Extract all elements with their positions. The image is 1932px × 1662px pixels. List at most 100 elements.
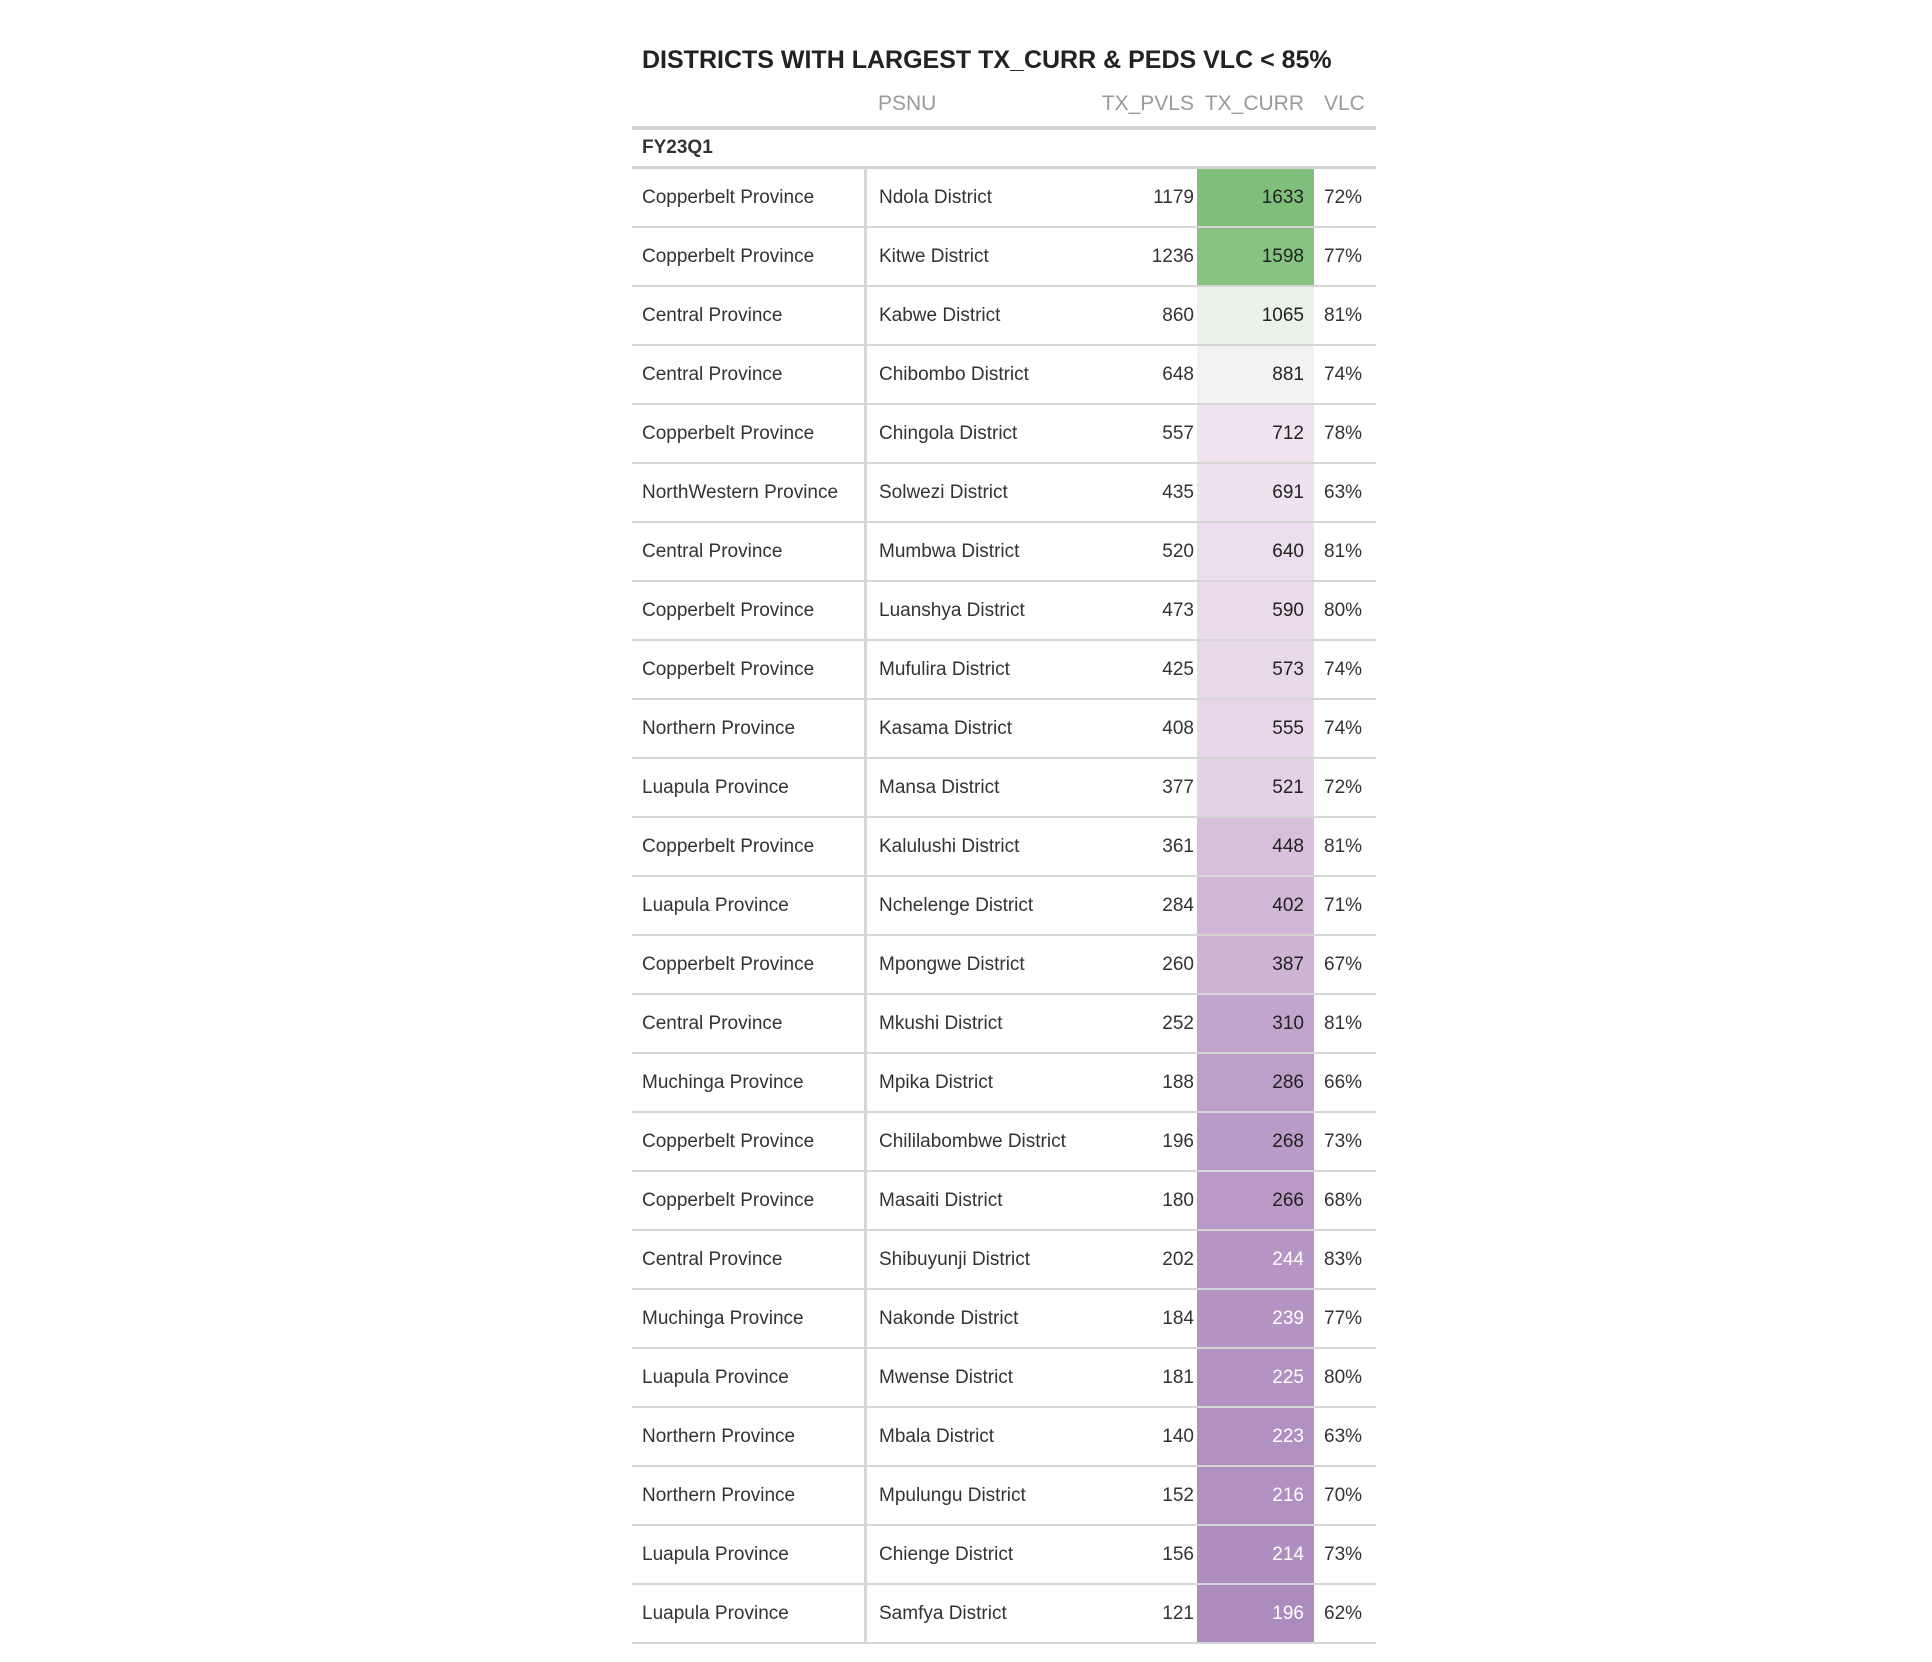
tx-curr-cell: 196 xyxy=(1197,1585,1314,1642)
psnu-cell: Mbala District xyxy=(864,1408,1084,1465)
group-label: FY23Q1 xyxy=(632,130,1376,169)
tx-curr-cell: 1065 xyxy=(1197,287,1314,344)
vlc-cell: 78% xyxy=(1324,423,1363,444)
vlc-cell: 80% xyxy=(1324,1367,1363,1388)
table-row: Copperbelt Province Masaiti District 180 26… xyxy=(632,1172,1376,1231)
tx-pvls-cell: 435 xyxy=(1162,482,1194,503)
province-cell: Northern Province xyxy=(642,718,796,739)
province-cell: Central Province xyxy=(642,364,783,385)
vlc-cell: 68% xyxy=(1324,1190,1363,1211)
province-cell: Muchinga Province xyxy=(642,1308,804,1329)
tx-pvls-cell: 648 xyxy=(1162,364,1194,385)
tx-pvls-cell: 156 xyxy=(1162,1544,1194,1565)
table-body: Copperbelt Province Ndola District 1179 163… xyxy=(632,169,1376,1644)
vlc-cell: 81% xyxy=(1324,305,1363,326)
table-header: PSNU TX_PVLS TX_CURR VLC xyxy=(632,84,1376,130)
vlc-cell: 63% xyxy=(1324,1426,1363,1447)
column-header-tx-curr: TX_CURR xyxy=(1204,92,1304,115)
table-row: Luapula Province Chienge District 156 214 73… xyxy=(632,1526,1376,1585)
vlc-cell: 81% xyxy=(1324,836,1363,857)
tx-pvls-cell: 152 xyxy=(1162,1485,1194,1506)
tx-curr-cell: 448 xyxy=(1197,818,1314,875)
tx-curr-cell: 640 xyxy=(1197,523,1314,580)
column-header-vlc: VLC xyxy=(1324,92,1365,115)
psnu-cell: Mkushi District xyxy=(864,995,1084,1052)
table-row: Copperbelt Province Luanshya District 473 5… xyxy=(632,582,1376,641)
tx-pvls-cell: 180 xyxy=(1162,1190,1194,1211)
psnu-cell: Samfya District xyxy=(864,1585,1084,1642)
tx-curr-cell: 214 xyxy=(1197,1526,1314,1583)
province-cell: Northern Province xyxy=(642,1485,796,1506)
vlc-cell: 71% xyxy=(1324,895,1363,916)
column-header-psnu: PSNU xyxy=(878,92,937,115)
psnu-cell: Kitwe District xyxy=(864,228,1084,285)
vlc-cell: 62% xyxy=(1324,1603,1363,1624)
table-row: Luapula Province Mansa District 377 521 72% xyxy=(632,759,1376,818)
province-cell: Copperbelt Province xyxy=(642,659,815,680)
tx-pvls-cell: 520 xyxy=(1162,541,1194,562)
tx-curr-cell: 521 xyxy=(1197,759,1314,816)
province-cell: Copperbelt Province xyxy=(642,246,815,267)
tx-pvls-cell: 184 xyxy=(1162,1308,1194,1329)
table-row: Central Province Shibuyunji District 202 24… xyxy=(632,1231,1376,1290)
table-row: Copperbelt Province Chingola District 557 7… xyxy=(632,405,1376,464)
table-row: Northern Province Kasama District 408 555 74… xyxy=(632,700,1376,759)
tx-curr-cell: 310 xyxy=(1197,995,1314,1052)
psnu-cell: Masaiti District xyxy=(864,1172,1084,1229)
vlc-cell: 81% xyxy=(1324,1013,1363,1034)
vlc-cell: 70% xyxy=(1324,1485,1363,1506)
tx-curr-cell: 573 xyxy=(1197,641,1314,698)
psnu-cell: Mufulira District xyxy=(864,641,1084,698)
tx-pvls-cell: 252 xyxy=(1162,1013,1194,1034)
table-row: Muchinga Province Nakonde District 184 239 7… xyxy=(632,1290,1376,1349)
vlc-cell: 83% xyxy=(1324,1249,1363,1270)
table-row: Copperbelt Province Ndola District 1179 163… xyxy=(632,169,1376,228)
province-cell: Northern Province xyxy=(642,1426,796,1447)
tx-pvls-cell: 425 xyxy=(1162,659,1194,680)
table-row: Northern Province Mbala District 140 223 63% xyxy=(632,1408,1376,1467)
province-cell: Luapula Province xyxy=(642,1367,789,1388)
tx-pvls-cell: 860 xyxy=(1162,305,1194,326)
province-cell: Luapula Province xyxy=(642,777,789,798)
table-row: Copperbelt Province Kalulushi District 361… xyxy=(632,818,1376,877)
tx-curr-cell: 402 xyxy=(1197,877,1314,934)
vlc-cell: 77% xyxy=(1324,246,1363,267)
table-row: Copperbelt Province Mpongwe District 260 38… xyxy=(632,936,1376,995)
province-cell: Copperbelt Province xyxy=(642,1190,815,1211)
vlc-cell: 67% xyxy=(1324,954,1363,975)
province-cell: Copperbelt Province xyxy=(642,423,815,444)
psnu-cell: Luanshya District xyxy=(864,582,1084,639)
province-cell: Central Province xyxy=(642,1249,783,1270)
table-row: Central Province Chibombo District 648 881 7… xyxy=(632,346,1376,405)
tx-curr-cell: 216 xyxy=(1197,1467,1314,1524)
tx-pvls-cell: 202 xyxy=(1162,1249,1194,1270)
province-cell: Copperbelt Province xyxy=(642,187,815,208)
psnu-cell: Mwense District xyxy=(864,1349,1084,1406)
province-cell: Muchinga Province xyxy=(642,1072,804,1093)
province-cell: Copperbelt Province xyxy=(642,836,815,857)
province-cell: NorthWestern Province xyxy=(642,482,839,503)
tx-pvls-cell: 1236 xyxy=(1151,246,1194,267)
tx-curr-cell: 881 xyxy=(1197,346,1314,403)
column-header-tx-pvls: TX_PVLS xyxy=(1101,92,1194,115)
psnu-cell: Chibombo District xyxy=(864,346,1084,403)
psnu-cell: Chienge District xyxy=(864,1526,1084,1583)
province-cell: Luapula Province xyxy=(642,895,789,916)
psnu-cell: Kalulushi District xyxy=(864,818,1084,875)
vlc-cell: 74% xyxy=(1324,659,1363,680)
districts-table: DISTRICTS WITH LARGEST TX_CURR & PEDS VL… xyxy=(632,42,1376,1644)
psnu-cell: Mpika District xyxy=(864,1054,1084,1111)
tx-pvls-cell: 196 xyxy=(1162,1131,1194,1152)
tx-curr-cell: 225 xyxy=(1197,1349,1314,1406)
table-row: Luapula Province Mwense District 181 225 80% xyxy=(632,1349,1376,1408)
tx-curr-cell: 223 xyxy=(1197,1408,1314,1465)
psnu-cell: Ndola District xyxy=(864,169,1084,226)
table-row: Central Province Kabwe District 860 1065 81% xyxy=(632,287,1376,346)
vlc-cell: 77% xyxy=(1324,1308,1363,1329)
table-row: Luapula Province Samfya District 121 196 62% xyxy=(632,1585,1376,1644)
table-row: Copperbelt Province Mufulira District 425 5… xyxy=(632,641,1376,700)
tx-pvls-cell: 408 xyxy=(1162,718,1194,739)
tx-pvls-cell: 140 xyxy=(1162,1426,1194,1447)
tx-pvls-cell: 284 xyxy=(1162,895,1194,916)
tx-curr-cell: 1633 xyxy=(1197,169,1314,226)
